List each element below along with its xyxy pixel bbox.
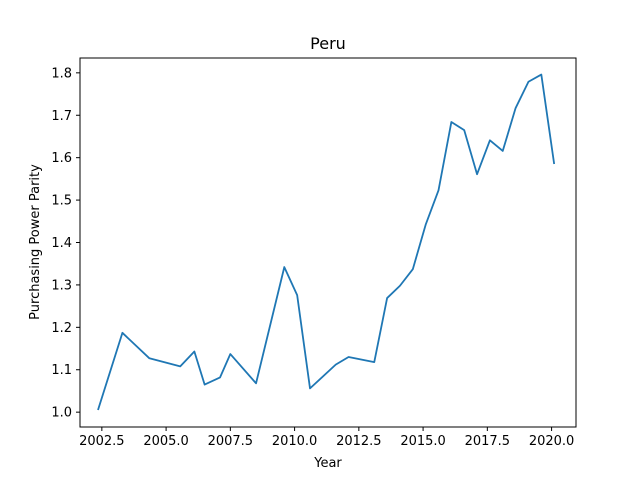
x-tick-label: 2017.5 xyxy=(465,434,511,449)
x-tick-label: 2002.5 xyxy=(79,434,125,449)
x-tick-label: 2010.0 xyxy=(272,434,318,449)
y-tick-label: 1.6 xyxy=(51,151,72,166)
y-tick-label: 1.1 xyxy=(51,363,72,378)
x-axis-label: Year xyxy=(313,456,342,471)
x-axis: 2002.5 2005.0 2007.5 2010.0 2012.5 2015.0 2017… xyxy=(79,427,574,449)
y-axis-label: Purchasing Power Parity xyxy=(28,164,43,320)
chart-title: Peru xyxy=(310,34,346,53)
y-tick-label: 1.2 xyxy=(51,321,72,336)
y-axis: 1.0 1.1 1.2 1.3 1.4 1.5 1.6 1.7 1.8 xyxy=(51,66,80,421)
series-line xyxy=(97,73,556,411)
x-tick-label: 2015.0 xyxy=(400,434,446,449)
y-tick-label: 1.5 xyxy=(51,194,72,209)
y-tick-label: 1.8 xyxy=(51,66,72,81)
y-tick-label: 1.3 xyxy=(51,278,72,293)
x-tick-label: 2012.5 xyxy=(336,434,382,449)
y-tick-label: 1.0 xyxy=(51,406,72,421)
plot-area xyxy=(79,57,577,428)
y-tick-label: 1.7 xyxy=(51,109,72,124)
x-tick-label: 2005.0 xyxy=(143,434,189,449)
x-tick-label: 2007.5 xyxy=(208,434,254,449)
y-tick-label: 1.4 xyxy=(51,236,72,251)
x-tick-label: 2020.0 xyxy=(529,434,575,449)
